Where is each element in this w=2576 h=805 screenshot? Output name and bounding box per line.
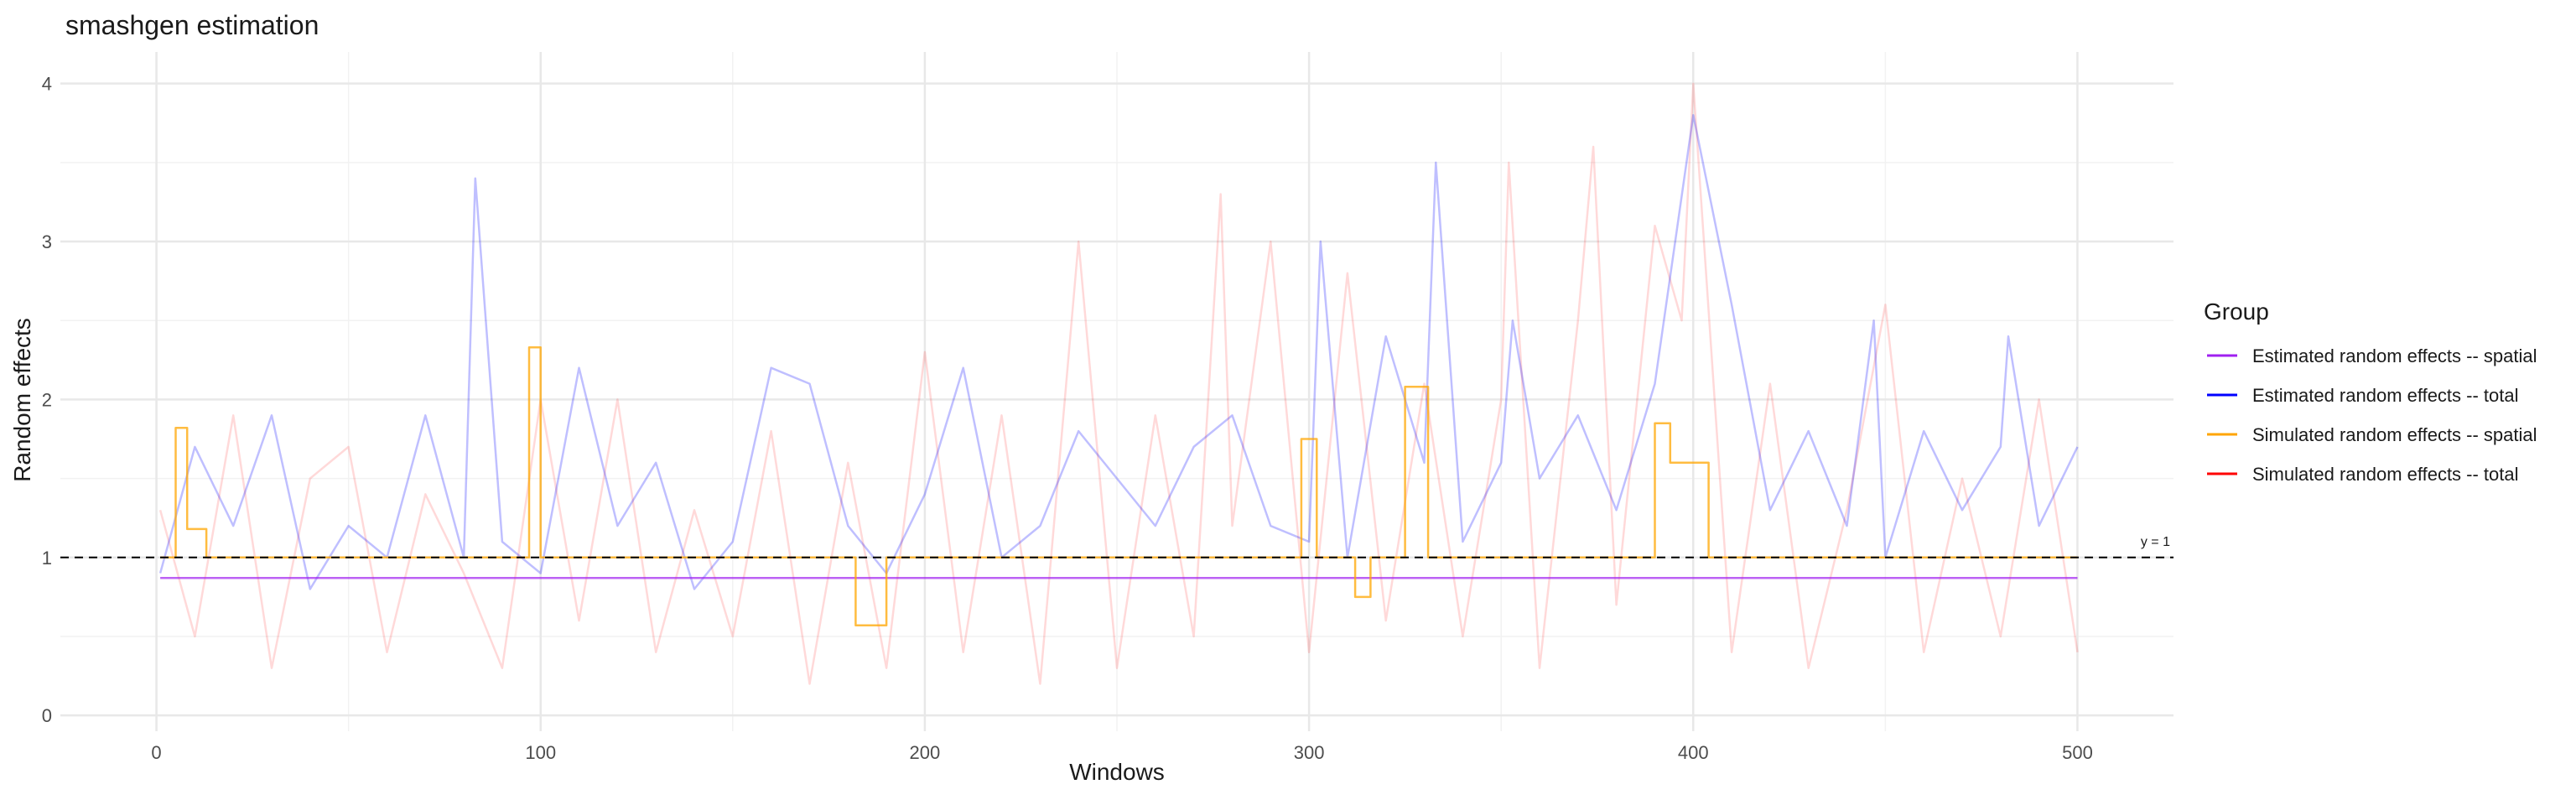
x-tick-label: 0	[151, 742, 161, 763]
legend: Group Estimated random effects -- spatia…	[2204, 299, 2537, 485]
legend-label: Simulated random effects -- total	[2252, 464, 2519, 485]
x-axis-ticks: 0 100 200 300 400 500	[151, 742, 2092, 763]
y-axis-ticks: 0 1 2 3 4	[42, 74, 52, 726]
x-tick-label: 200	[910, 742, 941, 763]
x-tick-label: 100	[525, 742, 556, 763]
series-line-simulated-random-effects-total	[158, 82, 2079, 685]
y-tick-label: 3	[42, 231, 52, 252]
y-tick-label: 1	[42, 548, 52, 569]
x-tick-label: 400	[1678, 742, 1709, 763]
legend-label: Simulated random effects -- spatial	[2252, 424, 2537, 445]
x-axis-title: Windows	[1069, 759, 1165, 785]
y-axis-title: Random effects	[9, 318, 35, 482]
reference-line-label: y = 1	[2141, 535, 2170, 549]
legend-title: Group	[2204, 299, 2269, 325]
series-layer	[158, 82, 2079, 685]
series-line-estimated-random-effects-total	[158, 114, 2079, 590]
y-tick-label: 0	[42, 705, 52, 726]
minor-gridlines	[60, 52, 2174, 731]
x-tick-label: 300	[1294, 742, 1325, 763]
y-tick-label: 2	[42, 389, 52, 410]
series-line-simulated-random-effects-spatial	[160, 346, 2078, 627]
reference-line-layer: y = 1	[60, 535, 2174, 558]
x-tick-label: 500	[2062, 742, 2093, 763]
legend-label: Estimated random effects -- total	[2252, 385, 2519, 406]
chart-title: smashgen estimation	[65, 10, 319, 40]
y-tick-label: 4	[42, 74, 52, 95]
legend-label: Estimated random effects -- spatial	[2252, 345, 2537, 366]
